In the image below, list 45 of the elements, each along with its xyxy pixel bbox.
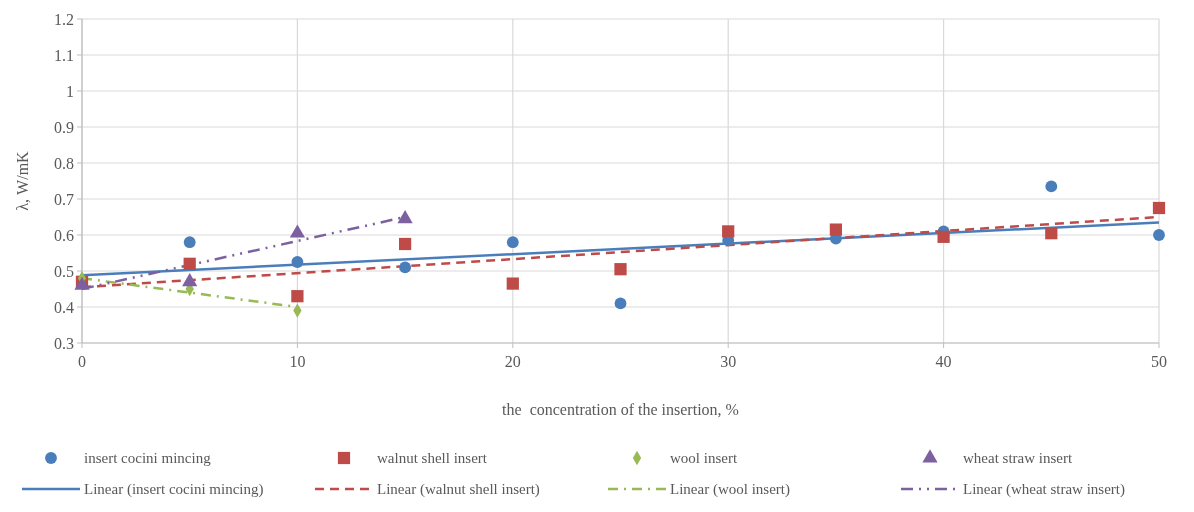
point xyxy=(722,225,735,238)
legend-label: wheat straw insert xyxy=(963,450,1073,467)
x-tick-label: 30 xyxy=(720,353,737,370)
y-tick-label: 1 xyxy=(66,82,74,100)
y-axis-title: λ, W/mK xyxy=(14,150,31,211)
point xyxy=(182,273,198,287)
x-tick-label: 50 xyxy=(1151,353,1167,370)
point xyxy=(1045,180,1058,193)
y-tick-label: 1.2 xyxy=(54,10,74,28)
x-tick-label: 20 xyxy=(504,353,521,370)
legend-label: walnut shell insert xyxy=(377,450,488,467)
point xyxy=(937,230,950,243)
y-tick-label: 0.4 xyxy=(54,298,74,316)
point xyxy=(614,297,627,310)
y-tick-label: 0.6 xyxy=(54,226,74,244)
legend-label: insert cocini mincing xyxy=(84,450,212,467)
y-tick-label: 0.7 xyxy=(54,190,74,208)
point xyxy=(183,257,196,270)
point xyxy=(1152,201,1166,215)
legend-label: Linear (wool insert) xyxy=(670,481,790,499)
point xyxy=(614,263,627,276)
y-tick-label: 0.3 xyxy=(54,334,74,352)
point xyxy=(291,256,304,268)
point xyxy=(829,223,843,236)
y-tick-label: 0.9 xyxy=(54,118,74,136)
point xyxy=(1153,229,1165,241)
point xyxy=(1045,227,1058,240)
y-tick-label: 0.8 xyxy=(54,154,74,172)
y-tick-label: 0.5 xyxy=(54,262,74,280)
x-tick-label: 0 xyxy=(78,353,86,370)
x-tick-label: 40 xyxy=(935,353,952,370)
legend-label: Linear (walnut shell insert) xyxy=(377,481,540,499)
x-tick-label: 10 xyxy=(289,353,306,370)
y-tick-label: 1.1 xyxy=(54,46,74,64)
point xyxy=(399,261,412,274)
point xyxy=(291,290,304,303)
legend-label: wool insert xyxy=(670,450,738,467)
x-axis-title: the concentration of the insertion, % xyxy=(502,401,739,418)
point xyxy=(397,210,413,224)
point xyxy=(506,236,519,249)
legend-label: Linear (wheat straw insert) xyxy=(963,481,1126,499)
point xyxy=(398,237,412,251)
legend-label: Linear (insert cocini mincing) xyxy=(84,481,264,499)
point xyxy=(506,277,519,290)
point xyxy=(183,236,196,249)
